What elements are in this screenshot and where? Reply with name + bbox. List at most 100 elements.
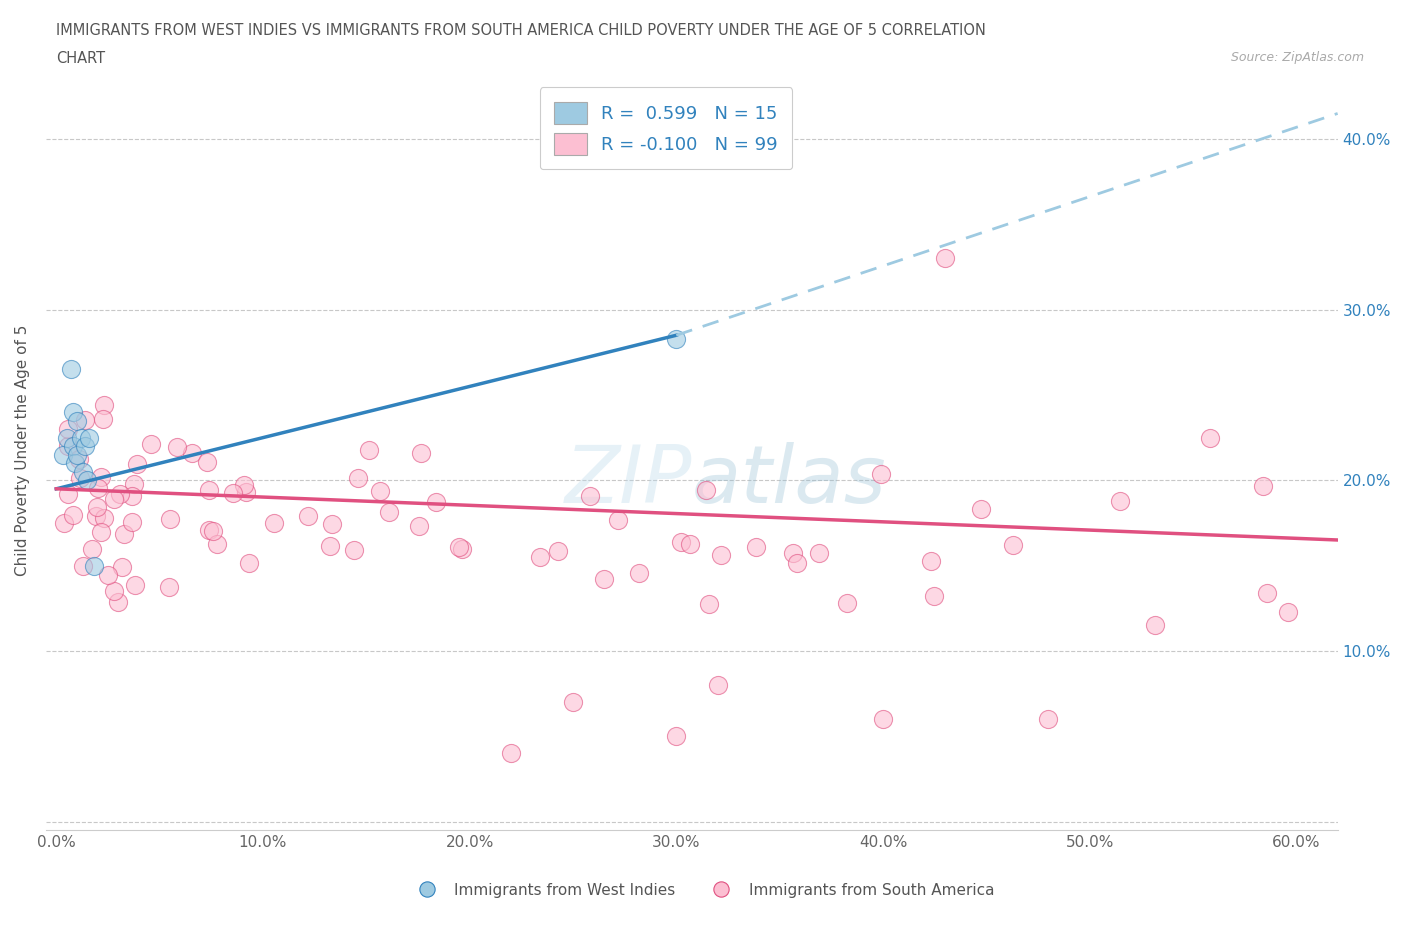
Point: [233, 478, 256, 493]
Point: [103, 491, 125, 506]
Point: [347, 471, 370, 485]
Point: [127, 457, 149, 472]
Point: [59, 362, 82, 377]
Text: CHART: CHART: [56, 51, 105, 66]
Point: [562, 695, 585, 710]
Point: [709, 548, 731, 563]
Point: [166, 439, 188, 454]
Point: [934, 251, 956, 266]
Point: [90, 470, 112, 485]
Point: [970, 501, 993, 516]
Point: [678, 537, 700, 551]
Point: [924, 589, 946, 604]
Point: [408, 519, 430, 534]
Point: [91, 411, 114, 426]
Point: [782, 546, 804, 561]
Point: [66, 447, 89, 462]
Point: [62, 508, 84, 523]
Text: Source: ZipAtlas.com: Source: ZipAtlas.com: [1230, 51, 1364, 64]
Point: [786, 556, 808, 571]
Point: [222, 485, 245, 500]
Point: [90, 525, 112, 539]
Point: [235, 485, 257, 499]
Point: [706, 678, 728, 693]
Point: [627, 565, 650, 580]
Point: [808, 546, 831, 561]
Point: [606, 512, 628, 527]
Point: [93, 397, 115, 412]
Point: [53, 515, 76, 530]
Point: [80, 541, 103, 556]
Point: [238, 556, 260, 571]
Point: [205, 537, 228, 551]
Point: [198, 482, 221, 497]
Point: [97, 567, 120, 582]
Point: [66, 413, 89, 428]
Point: [72, 464, 94, 479]
Point: [56, 422, 79, 437]
Point: [83, 558, 105, 573]
Point: [159, 512, 181, 526]
Point: [669, 535, 692, 550]
Point: [181, 445, 204, 460]
Point: [665, 729, 688, 744]
Point: [124, 578, 146, 592]
Point: [297, 509, 319, 524]
Text: IMMIGRANTS FROM WEST INDIES VS IMMIGRANTS FROM SOUTH AMERICA CHILD POVERTY UNDER: IMMIGRANTS FROM WEST INDIES VS IMMIGRANT…: [56, 23, 986, 38]
Point: [920, 553, 942, 568]
Point: [1277, 604, 1299, 619]
Point: [1199, 431, 1222, 445]
Point: [425, 494, 447, 509]
Point: [58, 486, 80, 501]
Point: [201, 524, 224, 538]
Point: [56, 439, 79, 454]
Point: [665, 331, 688, 346]
Point: [72, 558, 94, 573]
Point: [447, 539, 470, 554]
Point: [87, 481, 110, 496]
Text: ZIP: ZIP: [564, 442, 692, 520]
Point: [112, 526, 135, 541]
Point: [75, 439, 97, 454]
Point: [63, 456, 86, 471]
Point: [1251, 479, 1274, 494]
Point: [343, 543, 366, 558]
Point: [1256, 586, 1278, 601]
Point: [122, 476, 145, 491]
Y-axis label: Child Poverty Under the Age of 5: Child Poverty Under the Age of 5: [15, 325, 30, 576]
Legend: Immigrants from West Indies, Immigrants from South America: Immigrants from West Indies, Immigrants …: [405, 877, 1001, 904]
Point: [70, 431, 93, 445]
Point: [378, 505, 401, 520]
Point: [409, 445, 432, 460]
Point: [93, 511, 115, 525]
Point: [121, 488, 143, 503]
Point: [593, 571, 616, 586]
Point: [86, 499, 108, 514]
Point: [695, 483, 717, 498]
Point: [198, 522, 221, 537]
Point: [103, 584, 125, 599]
Point: [872, 711, 894, 726]
Point: [870, 467, 893, 482]
Point: [744, 539, 766, 554]
Point: [835, 595, 858, 610]
Point: [1001, 538, 1024, 552]
Point: [529, 550, 551, 565]
Point: [84, 509, 107, 524]
Point: [67, 451, 90, 466]
Point: [107, 594, 129, 609]
Point: [62, 405, 84, 419]
Point: [319, 538, 342, 553]
Point: [62, 439, 84, 454]
Point: [697, 596, 720, 611]
Point: [450, 541, 472, 556]
Point: [368, 484, 391, 498]
Point: [1038, 711, 1060, 726]
Point: [139, 436, 162, 451]
Point: [499, 746, 522, 761]
Point: [579, 489, 602, 504]
Point: [69, 471, 91, 485]
Point: [76, 472, 98, 487]
Text: atlas: atlas: [692, 442, 887, 520]
Point: [195, 455, 218, 470]
